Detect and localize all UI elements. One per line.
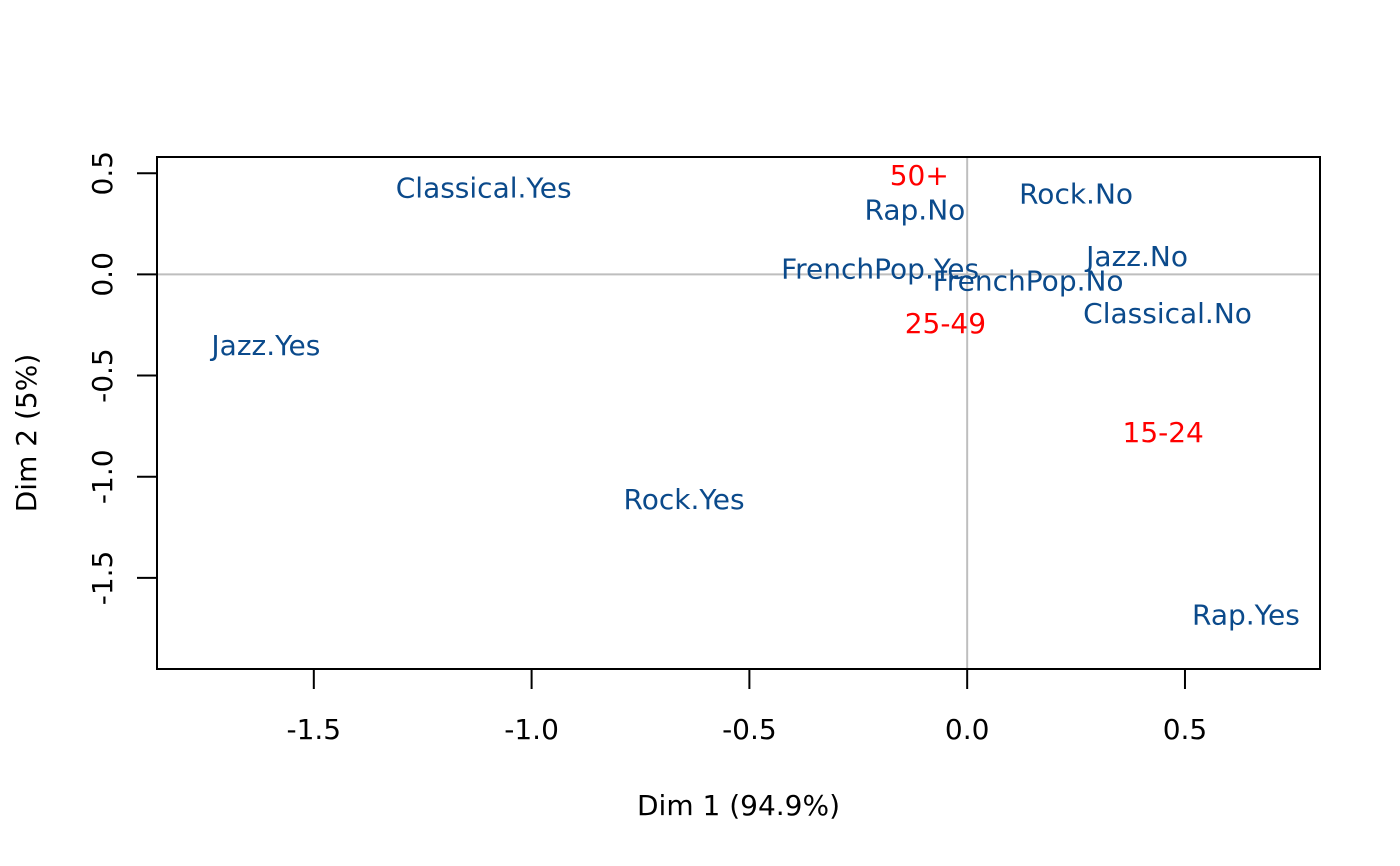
point-label-rap-yes: Rap.Yes: [1192, 598, 1300, 631]
point-label-15-24: 15-24: [1123, 416, 1204, 449]
x-tick-label: 0.5: [1163, 713, 1208, 746]
y-tick-label: -0.5: [86, 348, 119, 403]
point-label-jazz-no: Jazz.No: [1084, 240, 1188, 273]
point-label-50-: 50+: [890, 159, 949, 192]
y-axis: -1.5 -1.0 -0.5 0.0 0.5: [86, 151, 158, 606]
point-label-frenchpop-no: FrenchPop.No: [933, 264, 1124, 297]
x-tick-label: 0.0: [945, 713, 990, 746]
y-tick-label: 0.5: [86, 151, 119, 196]
point-label-classical-no: Classical.No: [1083, 297, 1252, 330]
x-axis: -1.5 -1.0 -0.5 0.0 0.5: [286, 668, 1208, 746]
x-tick-label: -1.5: [286, 713, 341, 746]
point-label-rap-no: Rap.No: [865, 194, 966, 227]
y-axis-title: Dim 2 (5%): [10, 354, 43, 513]
x-tick-label: -1.0: [504, 713, 559, 746]
point-label-jazz-yes: Jazz.Yes: [209, 329, 320, 362]
point-label-classical-yes: Classical.Yes: [396, 171, 572, 204]
point-label-rock-no: Rock.No: [1019, 177, 1133, 210]
plot-frame: [156, 156, 1321, 670]
y-tick-label: 0.0: [86, 252, 119, 297]
x-tick-label: -0.5: [722, 713, 777, 746]
y-tick-label: -1.0: [86, 449, 119, 504]
y-tick-label: -1.5: [86, 551, 119, 606]
point-label-rock-yes: Rock.Yes: [624, 483, 745, 516]
point-label-frenchpop-yes: FrenchPop.Yes: [781, 252, 979, 285]
x-axis-title: Dim 1 (94.9%): [637, 789, 840, 822]
point-label-25-49: 25-49: [905, 307, 986, 340]
reference-lines: [157, 157, 1320, 669]
